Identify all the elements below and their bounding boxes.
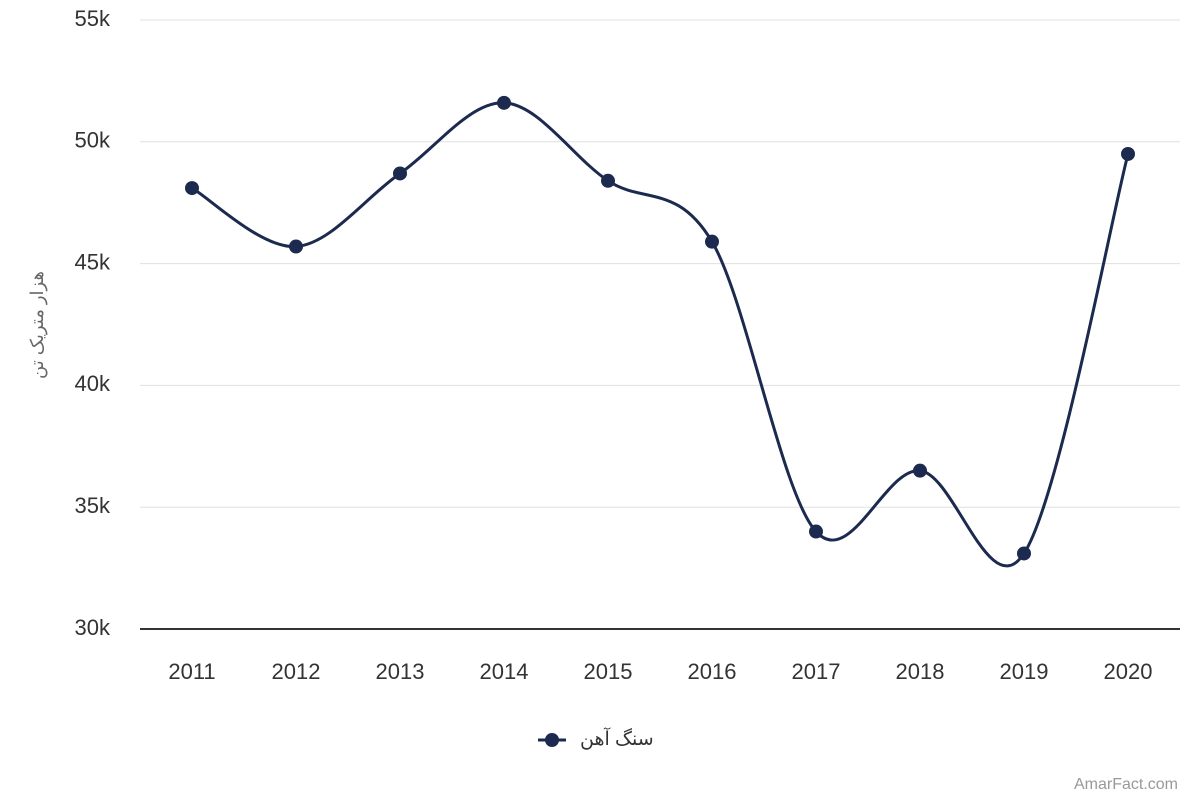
y-tick-label: 40k [75, 371, 111, 396]
x-tick-label: 2018 [896, 659, 945, 684]
series-line [191, 101, 1130, 568]
data-point [601, 173, 615, 188]
y-tick-label: 55k [75, 6, 111, 31]
data-point [497, 95, 511, 110]
data-point [185, 181, 199, 196]
y-tick-label: 35k [75, 493, 111, 518]
legend-label: سنگ آهن [580, 726, 654, 750]
x-tick-label: 2014 [480, 659, 529, 684]
y-tick-label: 50k [75, 128, 111, 153]
y-tick-label: 30k [75, 615, 111, 640]
data-point [393, 166, 407, 181]
data-point [289, 239, 303, 254]
y-axis-title: هزار متریک تن [27, 271, 48, 379]
data-point [809, 524, 823, 539]
x-tick-label: 2016 [688, 659, 737, 684]
y-tick-label: 45k [75, 249, 111, 274]
credit: AmarFact.com [1074, 776, 1178, 793]
data-point [705, 234, 719, 249]
x-tick-label: 2017 [792, 659, 841, 684]
x-tick-label: 2013 [376, 659, 425, 684]
data-point [913, 463, 927, 478]
x-tick-label: 2015 [584, 659, 633, 684]
x-tick-label: 2020 [1104, 659, 1153, 684]
data-point [1121, 146, 1135, 161]
x-tick-label: 2011 [168, 659, 215, 684]
x-tick-label: 2019 [1000, 659, 1049, 684]
legend-marker [545, 733, 559, 747]
x-tick-label: 2012 [272, 659, 321, 684]
data-point [1017, 546, 1031, 561]
